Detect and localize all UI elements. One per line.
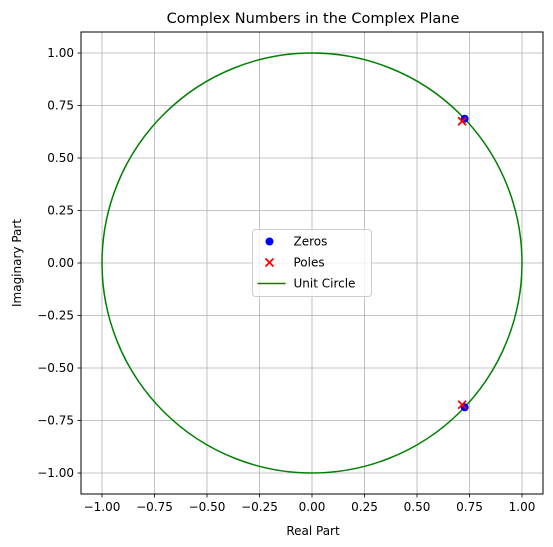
legend-label: Poles [294, 256, 325, 270]
x-tick-label: 0.50 [404, 500, 431, 514]
x-axis-title: Real Part [286, 524, 340, 538]
x-tick-label: 0.00 [299, 500, 326, 514]
ticks: −1.00 −0.75 −0.50 −0.25 0.00 0.25 0.50 0.75 1.00… [37, 46, 535, 514]
x-tick-label: 1.00 [509, 500, 536, 514]
legend: Zeros Poles Unit Circle [252, 229, 372, 297]
x-tick-label: 0.25 [351, 500, 378, 514]
y-tick-label: −0.75 [37, 414, 74, 428]
x-tick-label: 0.75 [456, 500, 483, 514]
y-tick-label: 0.25 [47, 204, 74, 218]
chart-title: Complex Numbers in the Complex Plane [167, 11, 460, 27]
x-tick-label: −0.50 [189, 500, 226, 514]
legend-label: Unit Circle [294, 277, 356, 291]
pole-point [457, 116, 467, 126]
x-tick-label: −0.75 [136, 500, 173, 514]
pole-stroke [457, 400, 467, 410]
y-tick-label: 0.50 [47, 151, 74, 165]
legend-box [252, 229, 372, 297]
legend-zeros-marker [265, 237, 274, 246]
y-axis-title: Imaginary Part [10, 219, 24, 307]
pole-stroke [457, 116, 467, 126]
y-tick-label: −0.25 [37, 309, 74, 323]
y-tick-label: 1.00 [47, 46, 74, 60]
y-tick-label: −1.00 [37, 466, 74, 480]
plot-area [101, 52, 523, 474]
y-tick-label: −0.50 [37, 361, 74, 375]
pole-point [457, 400, 467, 410]
x-tick-label: −1.00 [84, 500, 121, 514]
x-tick-label: −0.25 [241, 500, 278, 514]
pole-stroke [264, 257, 275, 268]
y-tick-label: 0.75 [47, 99, 74, 113]
unit-circle-line [101, 52, 523, 474]
legend-poles-marker [264, 257, 275, 268]
y-tick-label: 0.00 [47, 256, 74, 270]
legend-label: Zeros [294, 235, 328, 249]
